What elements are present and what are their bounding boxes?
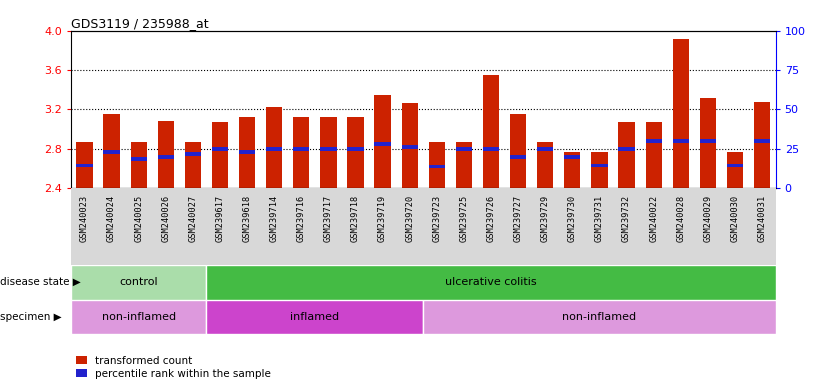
Text: GSM239617: GSM239617 bbox=[215, 194, 224, 242]
Text: GSM239618: GSM239618 bbox=[243, 194, 252, 242]
Bar bbox=[402, 145, 418, 149]
Bar bbox=[212, 122, 228, 188]
Bar bbox=[537, 142, 554, 188]
Bar bbox=[76, 164, 93, 167]
Bar bbox=[537, 147, 554, 151]
Text: GSM239723: GSM239723 bbox=[432, 194, 441, 242]
Bar bbox=[673, 39, 689, 188]
Text: non-inflamed: non-inflamed bbox=[562, 312, 636, 322]
Bar bbox=[483, 147, 499, 151]
Text: GSM240028: GSM240028 bbox=[676, 194, 686, 242]
Bar bbox=[591, 152, 607, 188]
Text: ulcerative colitis: ulcerative colitis bbox=[445, 277, 537, 287]
Text: GSM239716: GSM239716 bbox=[297, 194, 306, 242]
Bar bbox=[402, 103, 418, 188]
Bar bbox=[619, 147, 635, 151]
Text: GSM240022: GSM240022 bbox=[649, 194, 658, 242]
Text: GSM239731: GSM239731 bbox=[595, 194, 604, 242]
Text: GSM239732: GSM239732 bbox=[622, 194, 631, 242]
Legend: transformed count, percentile rank within the sample: transformed count, percentile rank withi… bbox=[76, 356, 271, 379]
Bar bbox=[158, 121, 173, 188]
Text: GSM240023: GSM240023 bbox=[80, 194, 89, 242]
Bar bbox=[483, 75, 499, 188]
Text: GSM239714: GSM239714 bbox=[269, 194, 279, 242]
Bar bbox=[700, 139, 716, 143]
Text: GSM239719: GSM239719 bbox=[378, 194, 387, 242]
Bar bbox=[726, 152, 743, 188]
Bar bbox=[103, 114, 120, 188]
Bar bbox=[207, 300, 424, 334]
Bar bbox=[71, 265, 207, 300]
Bar bbox=[619, 122, 635, 188]
Text: specimen ▶: specimen ▶ bbox=[0, 312, 62, 322]
Bar bbox=[646, 122, 662, 188]
Bar bbox=[754, 139, 771, 143]
Text: control: control bbox=[119, 277, 158, 287]
Bar bbox=[726, 164, 743, 167]
Bar bbox=[510, 114, 526, 188]
Text: GSM239729: GSM239729 bbox=[540, 194, 550, 242]
Text: GSM240030: GSM240030 bbox=[731, 194, 740, 242]
Bar bbox=[294, 117, 309, 188]
Bar bbox=[374, 95, 390, 188]
Text: GSM239720: GSM239720 bbox=[405, 194, 414, 242]
Bar bbox=[207, 265, 776, 300]
Bar bbox=[76, 142, 93, 188]
Bar bbox=[591, 164, 607, 167]
Bar bbox=[184, 142, 201, 188]
Bar bbox=[103, 150, 120, 154]
Bar bbox=[455, 147, 472, 151]
Text: GSM239725: GSM239725 bbox=[460, 194, 469, 242]
Text: GSM239727: GSM239727 bbox=[514, 194, 523, 242]
Bar bbox=[320, 147, 336, 151]
Text: GSM240027: GSM240027 bbox=[188, 194, 198, 242]
Bar bbox=[320, 117, 336, 188]
Bar bbox=[673, 139, 689, 143]
Text: GSM240026: GSM240026 bbox=[161, 194, 170, 242]
Bar bbox=[71, 300, 207, 334]
Text: GSM240031: GSM240031 bbox=[757, 194, 766, 242]
Text: GSM240025: GSM240025 bbox=[134, 194, 143, 242]
Bar bbox=[266, 108, 282, 188]
Text: GSM240029: GSM240029 bbox=[703, 194, 712, 242]
Bar bbox=[564, 152, 580, 188]
Text: GSM239726: GSM239726 bbox=[486, 194, 495, 242]
Bar bbox=[429, 165, 445, 168]
Bar bbox=[564, 155, 580, 159]
Bar bbox=[239, 117, 255, 188]
Bar bbox=[130, 157, 147, 161]
Text: disease state ▶: disease state ▶ bbox=[0, 277, 81, 287]
Bar bbox=[158, 155, 173, 159]
Bar bbox=[184, 152, 201, 156]
Bar bbox=[266, 147, 282, 151]
Bar bbox=[347, 147, 364, 151]
Bar bbox=[294, 147, 309, 151]
Text: GSM240024: GSM240024 bbox=[107, 194, 116, 242]
Bar bbox=[700, 98, 716, 188]
Text: GSM239730: GSM239730 bbox=[568, 194, 577, 242]
Text: GSM239717: GSM239717 bbox=[324, 194, 333, 242]
Bar bbox=[429, 142, 445, 188]
Bar bbox=[510, 155, 526, 159]
Bar bbox=[374, 142, 390, 146]
Bar bbox=[212, 147, 228, 151]
Bar bbox=[424, 300, 776, 334]
Bar bbox=[347, 117, 364, 188]
Text: GSM239718: GSM239718 bbox=[351, 194, 360, 242]
Bar bbox=[239, 150, 255, 154]
Text: inflamed: inflamed bbox=[290, 312, 339, 322]
Bar bbox=[455, 142, 472, 188]
Text: non-inflamed: non-inflamed bbox=[102, 312, 176, 322]
Bar bbox=[754, 101, 771, 188]
Bar bbox=[130, 142, 147, 188]
Text: GDS3119 / 235988_at: GDS3119 / 235988_at bbox=[71, 17, 208, 30]
Bar bbox=[646, 139, 662, 143]
